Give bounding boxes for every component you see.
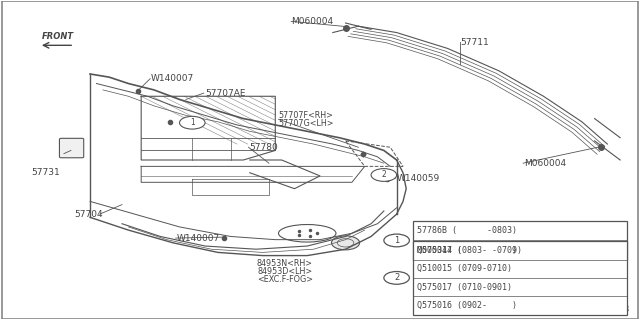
Circle shape [332,236,360,250]
FancyBboxPatch shape [413,241,627,315]
Text: M060004: M060004 [291,17,333,26]
Text: 57711: 57711 [461,38,489,47]
Text: 84953N<RH>: 84953N<RH> [257,259,313,268]
Text: 57707G<LH>: 57707G<LH> [278,119,334,128]
FancyBboxPatch shape [60,138,84,158]
Text: Q575017 (      -0709): Q575017 ( -0709) [417,246,522,255]
Text: A590001313: A590001313 [584,305,630,314]
Circle shape [371,169,397,181]
Text: Q575016 (0902-     ): Q575016 (0902- ) [417,301,517,310]
Circle shape [384,234,410,247]
Text: 84953D<LH>: 84953D<LH> [257,267,312,276]
Text: 57780: 57780 [250,143,278,152]
Text: 1: 1 [190,118,195,127]
Text: 2: 2 [394,273,399,282]
Text: W140059: W140059 [397,174,440,183]
Text: 57707F<RH>: 57707F<RH> [278,111,333,120]
Text: 57704: 57704 [74,210,103,219]
Text: Q510015 (0709-0710): Q510015 (0709-0710) [417,264,512,273]
Circle shape [179,116,205,129]
FancyBboxPatch shape [413,220,627,260]
Text: <EXC.F-FOG>: <EXC.F-FOG> [257,275,313,284]
Text: W140007: W140007 [176,234,220,243]
Text: M000344 (0803-     ): M000344 (0803- ) [417,246,517,255]
Text: 57786B (      -0803): 57786B ( -0803) [417,226,517,235]
Text: 57707AE: 57707AE [205,89,246,98]
Text: 2: 2 [381,171,386,180]
Text: M060004: M060004 [524,159,566,168]
Text: 1: 1 [394,236,399,245]
Text: Q575017 (0710-0901): Q575017 (0710-0901) [417,283,512,292]
Text: FRONT: FRONT [42,32,74,41]
Circle shape [384,271,410,284]
Text: W140007: W140007 [151,74,194,83]
Text: 57731: 57731 [31,168,60,177]
